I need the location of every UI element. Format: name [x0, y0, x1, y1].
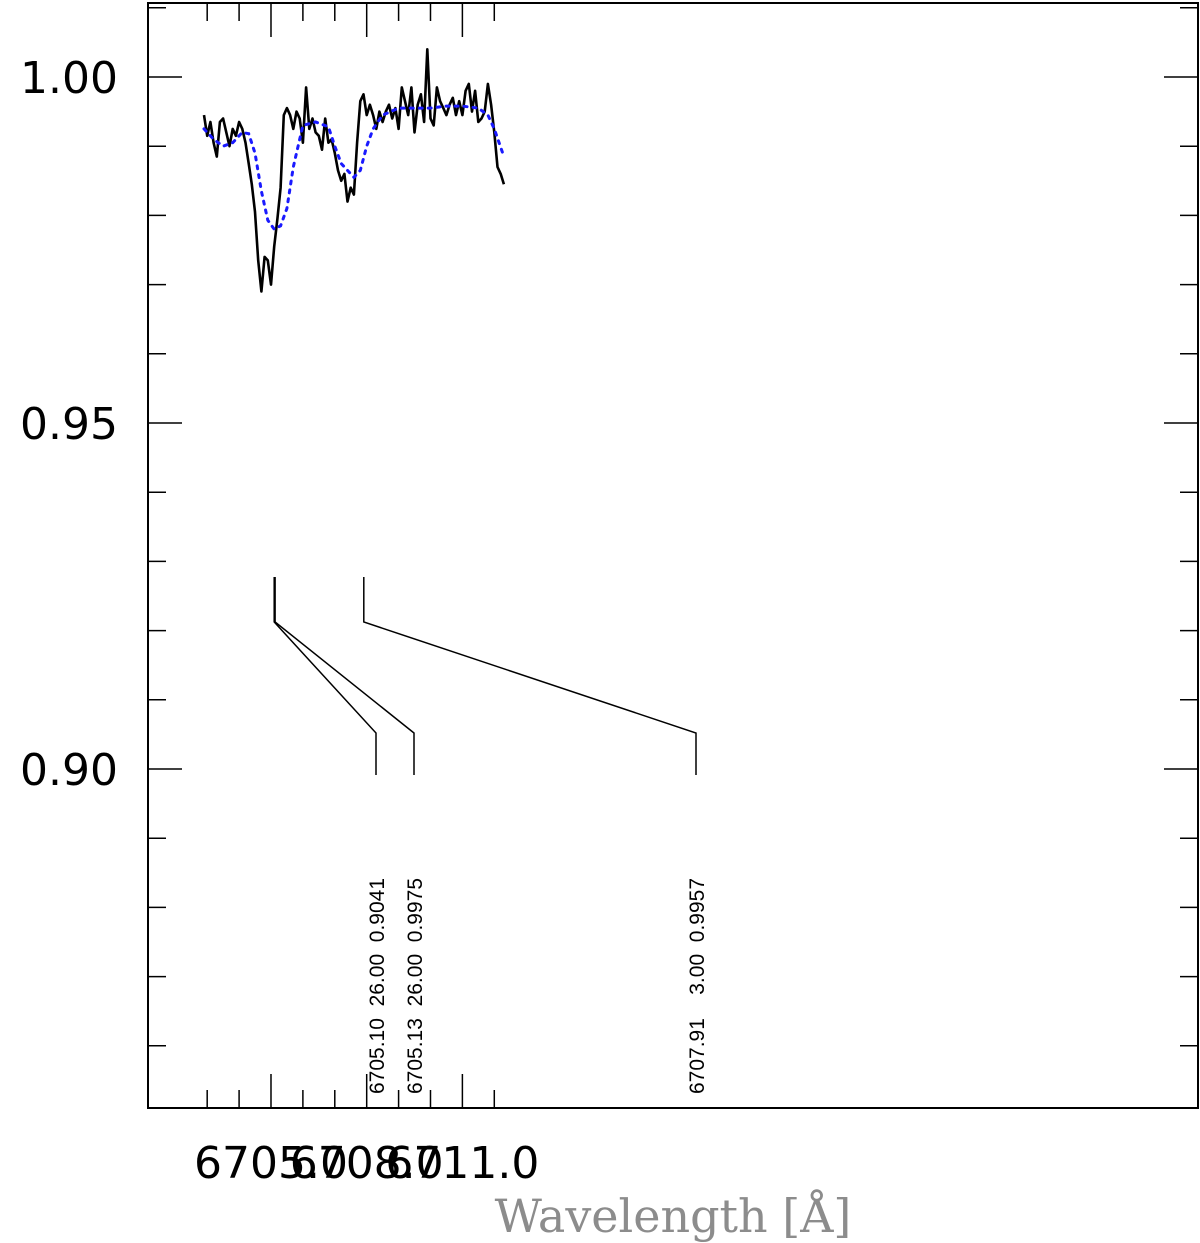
observed-spectrum-line [202, 47, 506, 293]
line-id-label: 6705.10 26.00 0.9041 [366, 878, 389, 1094]
line-id-label: 6705.13 26.00 0.9975 [404, 878, 427, 1094]
line-identifications: 6705.10 26.00 0.9041 6705.13 26.00 0.9975… [273, 577, 709, 1094]
spectrum-series [202, 47, 506, 293]
y-tick-label: 0.90 [20, 745, 118, 796]
y-axis [148, 7, 1198, 1047]
x-axis-label: Wavelength [Å] [495, 1188, 852, 1243]
x-tick-label: 6705.0 [194, 1138, 348, 1189]
y-tick-labels: 0.90 0.95 1.00 [20, 53, 118, 796]
line-id-label: 6707.91 3.00 0.9957 [686, 878, 709, 1094]
y-tick-label: 0.95 [20, 399, 118, 450]
y-tick-label: 1.00 [20, 53, 118, 104]
line-id-marker [273, 577, 377, 775]
x-tick-label: 6711.0 [385, 1138, 539, 1189]
line-id-marker [363, 577, 697, 775]
line-id-marker [274, 577, 415, 775]
plot-frame [147, 2, 1199, 1109]
x-tick-label: 6708.0 [290, 1138, 444, 1189]
x-axis [206, 3, 496, 1108]
model-spectrum-line [202, 104, 506, 232]
